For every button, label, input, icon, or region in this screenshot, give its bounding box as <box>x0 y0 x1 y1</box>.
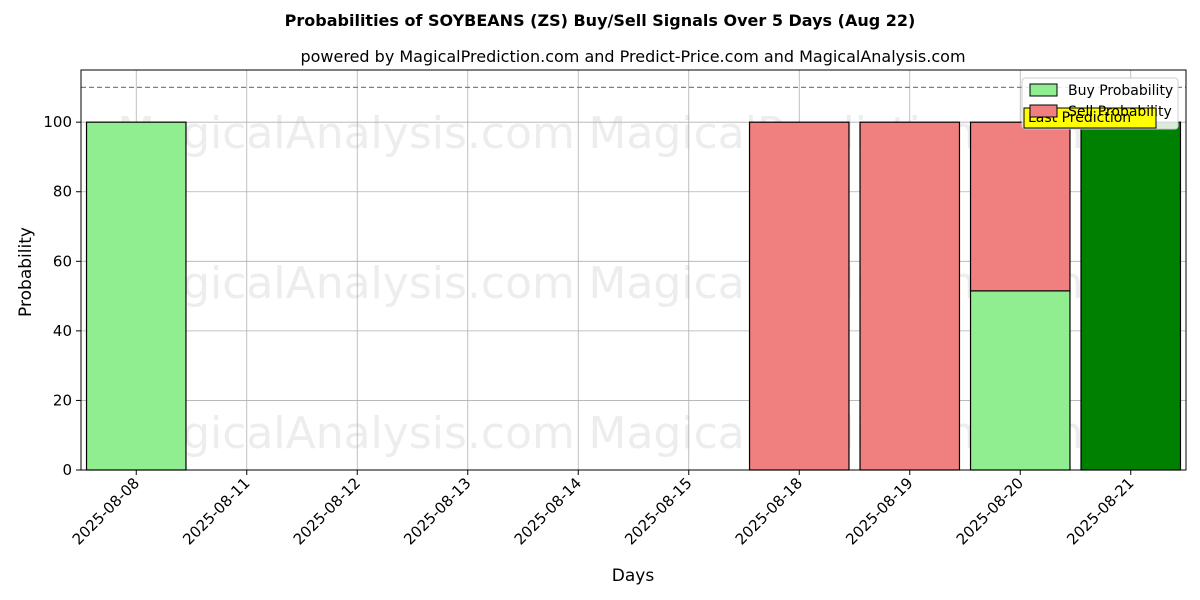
watermark-text: MagicalAnalysis.com <box>117 408 575 459</box>
legend-swatch <box>1029 83 1058 97</box>
x-tick-label: 2025-08-20 <box>953 474 1027 548</box>
bar-sell-probability <box>859 121 961 471</box>
plot-area: MagicalAnalysis.comMagicalPrediction.com… <box>43 69 1187 548</box>
y-tick-label: 80 <box>53 183 72 201</box>
bar-sell-probability <box>748 121 850 471</box>
chart-title: Probabilities of SOYBEANS (ZS) Buy/Sell … <box>285 11 916 30</box>
legend-label: Sell Probability <box>1068 104 1172 120</box>
axes-frame <box>80 69 1187 471</box>
y-tick-label: 100 <box>43 113 72 131</box>
x-tick-label: 2025-08-12 <box>290 474 364 548</box>
bar-last-prediction <box>1080 121 1182 471</box>
x-tick-label: 2025-08-15 <box>621 474 695 548</box>
x-axis-label: Days <box>612 566 655 586</box>
x-tick-label: 2025-08-14 <box>511 474 585 548</box>
chart-subtitle: powered by MagicalPrediction.com and Pre… <box>300 47 965 66</box>
x-tick-label: 2025-08-13 <box>400 474 474 548</box>
watermark-text: MagicalAnalysis.com <box>117 108 575 159</box>
bar-sell-probability <box>969 121 1071 292</box>
legend-label: Buy Probability <box>1068 83 1173 99</box>
x-tick-label: 2025-08-18 <box>732 474 806 548</box>
x-tick-label: 2025-08-19 <box>842 474 916 548</box>
y-axis-label: Probability <box>16 227 36 317</box>
x-tick-label: 2025-08-21 <box>1063 474 1137 548</box>
watermark-text: MagicalAnalysis.com <box>117 258 575 309</box>
bar-buy-probability <box>969 290 1071 471</box>
bar-buy-probability <box>85 121 187 471</box>
y-tick-label: 60 <box>53 252 72 270</box>
x-tick-label: 2025-08-11 <box>179 474 253 548</box>
y-tick-label: 0 <box>62 461 72 479</box>
y-tick-label: 20 <box>53 391 72 409</box>
legend-swatch <box>1029 104 1058 118</box>
y-tick-label: 40 <box>53 322 72 340</box>
x-tick-label: 2025-08-08 <box>69 474 143 548</box>
